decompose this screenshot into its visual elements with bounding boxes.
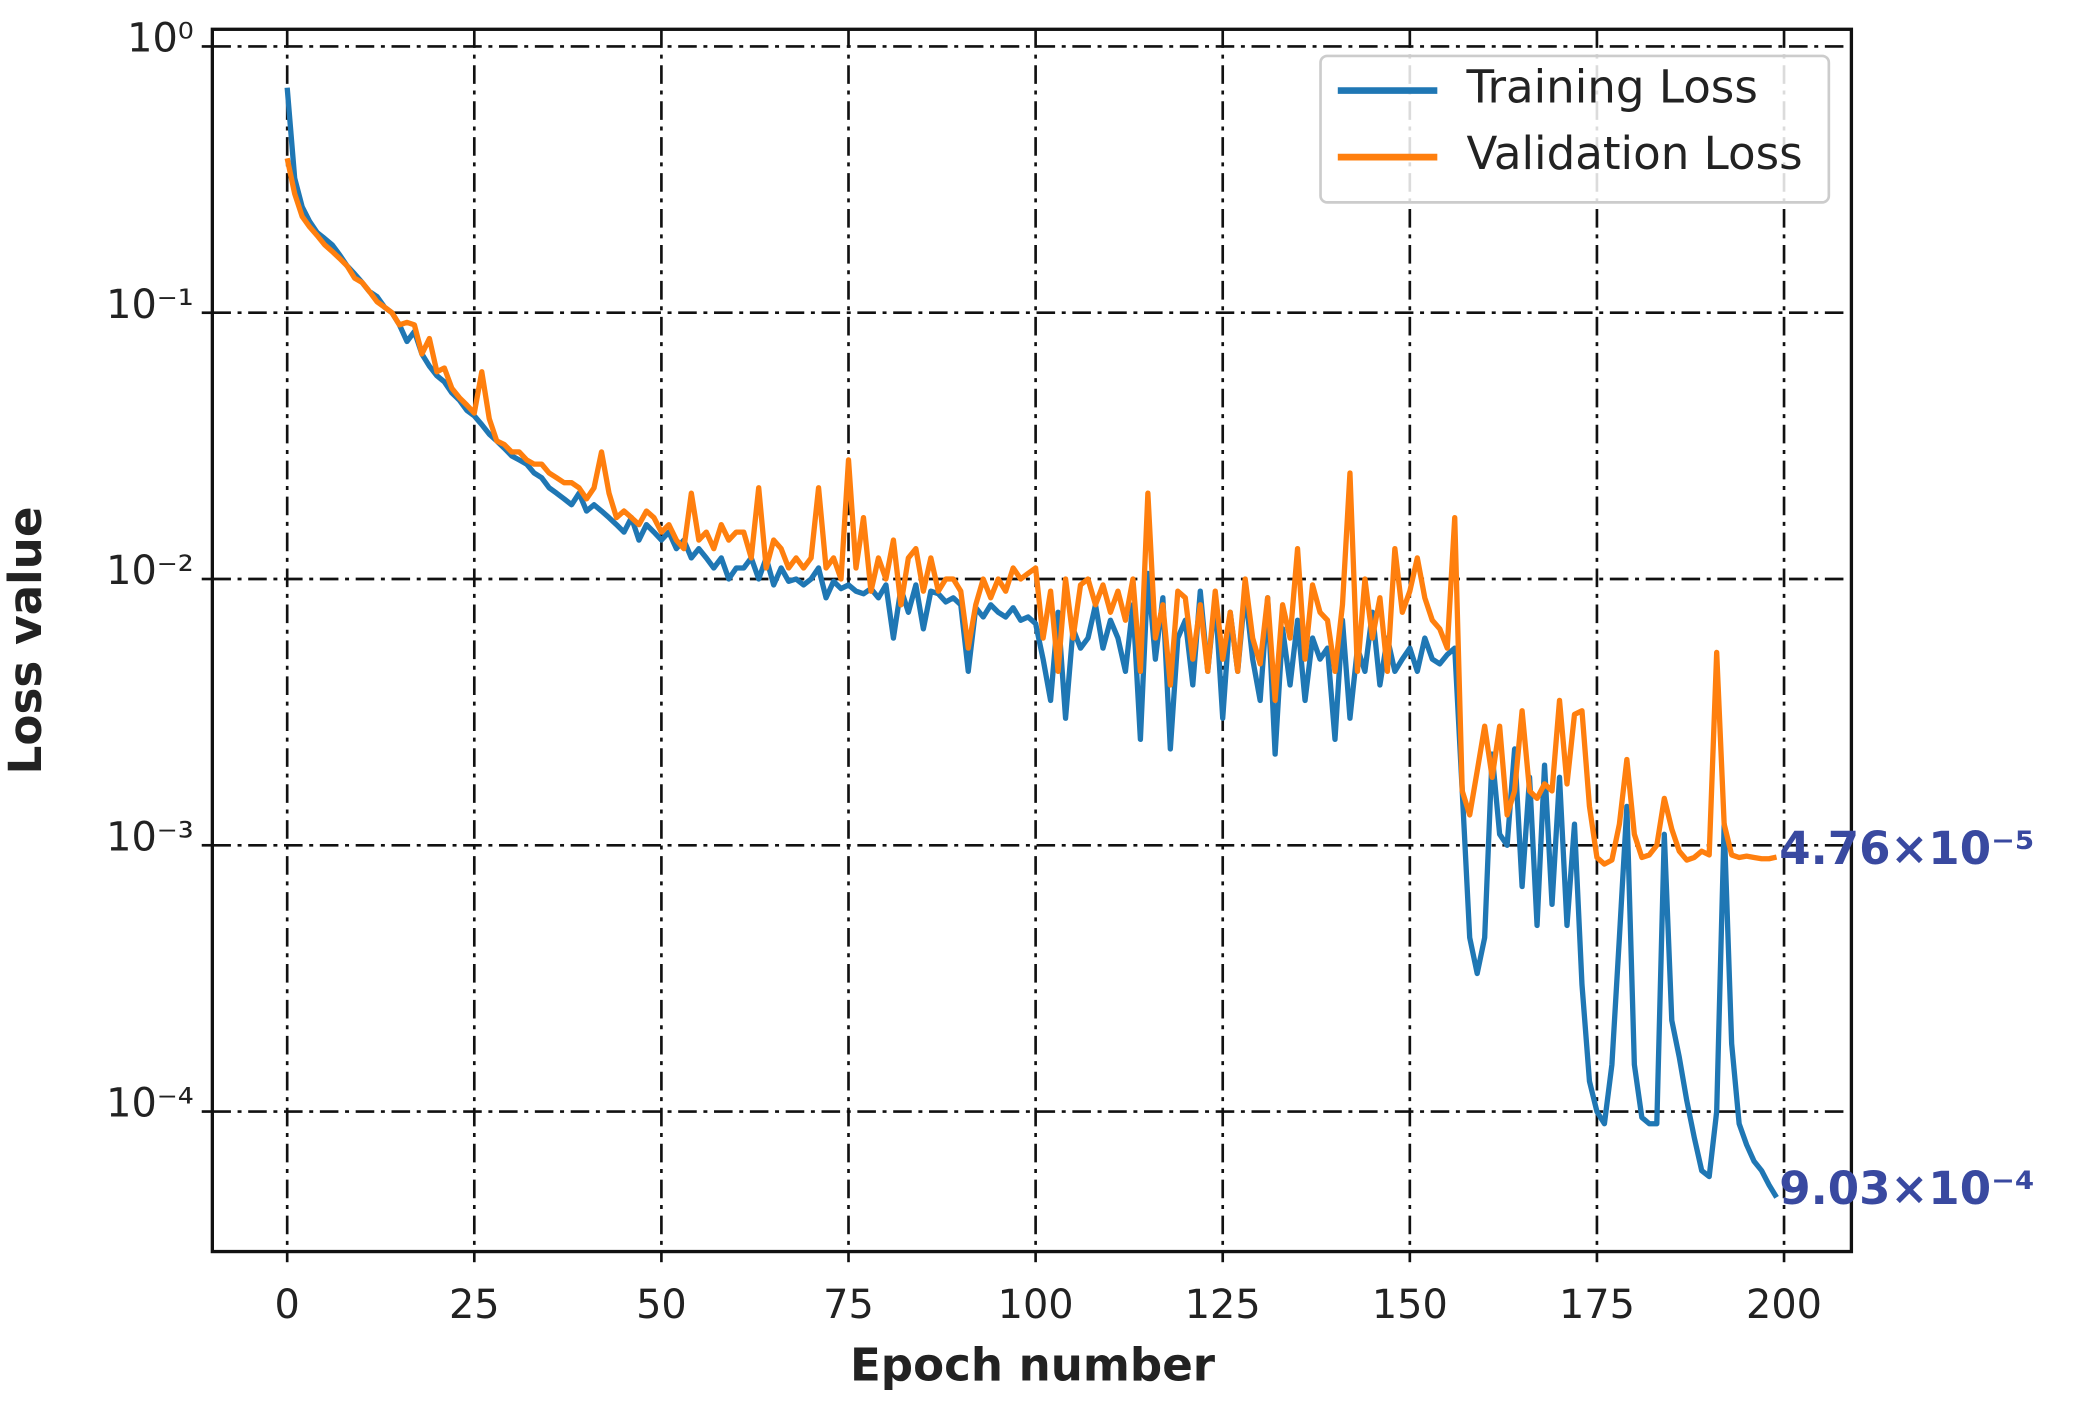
annotation: 9.03×10⁻⁴ <box>1779 1162 2034 1215</box>
y-axis-label: Loss value <box>0 506 52 774</box>
y-tick-label: 10⁻³ <box>106 814 194 860</box>
x-tick-label: 0 <box>275 1282 300 1328</box>
annotation: 4.76×10⁻⁵ <box>1779 822 2034 875</box>
x-tick-label: 175 <box>1559 1282 1635 1328</box>
y-tick-label: 10⁻⁴ <box>106 1081 194 1127</box>
x-axis-label: Epoch number <box>850 1339 1216 1392</box>
line-series <box>284 87 1779 1199</box>
line-series <box>284 157 1778 867</box>
y-tick-label: 10⁻¹ <box>106 282 194 328</box>
x-tick-label: 150 <box>1372 1282 1448 1328</box>
x-tick-label: 75 <box>823 1282 874 1328</box>
x-tick-label: 25 <box>449 1282 500 1328</box>
legend-box <box>1319 54 1831 204</box>
legend-label: Training Loss <box>1466 60 1758 113</box>
y-tick-label: 10⁰ <box>127 16 194 62</box>
y-tick-label: 10⁻² <box>106 548 194 594</box>
x-tick-label: 125 <box>1185 1282 1261 1328</box>
x-tick-label: 200 <box>1746 1282 1822 1328</box>
plot-frame <box>210 27 1854 1254</box>
x-tick-label: 50 <box>636 1282 687 1328</box>
legend-label: Validation Loss <box>1467 127 1803 180</box>
x-tick-label: 100 <box>998 1282 1074 1328</box>
